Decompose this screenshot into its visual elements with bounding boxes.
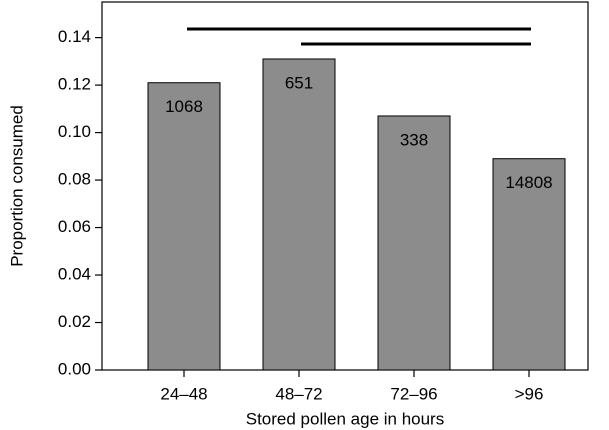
y-tick-label: 0.04 <box>58 265 91 284</box>
x-axis-label: Stored pollen age in hours <box>246 409 444 428</box>
sample-size-label: 14808 <box>505 173 552 192</box>
sample-size-label: 1068 <box>165 97 203 116</box>
y-tick-label: 0.12 <box>58 75 91 94</box>
y-tick-label: 0.08 <box>58 170 91 189</box>
y-tick-label: 0.06 <box>58 217 91 236</box>
plot-frame <box>101 1 589 371</box>
bar <box>377 115 451 371</box>
y-tick-label: 0.10 <box>58 122 91 141</box>
bar <box>262 58 336 371</box>
sample-size-label: 651 <box>285 73 313 92</box>
y-tick-label: 0.14 <box>58 27 91 46</box>
x-tick-label: 48–72 <box>275 384 322 403</box>
y-axis-label: Proportion consumed <box>7 105 26 267</box>
y-tick-label: 0.00 <box>58 359 91 378</box>
x-tick-label: 24–48 <box>160 384 207 403</box>
x-tick-label: 72–96 <box>390 384 437 403</box>
bar <box>492 158 566 371</box>
y-tick-label: 0.02 <box>58 312 91 331</box>
bar <box>147 82 221 371</box>
x-tick-label: >96 <box>515 384 544 403</box>
sample-size-label: 338 <box>400 130 428 149</box>
